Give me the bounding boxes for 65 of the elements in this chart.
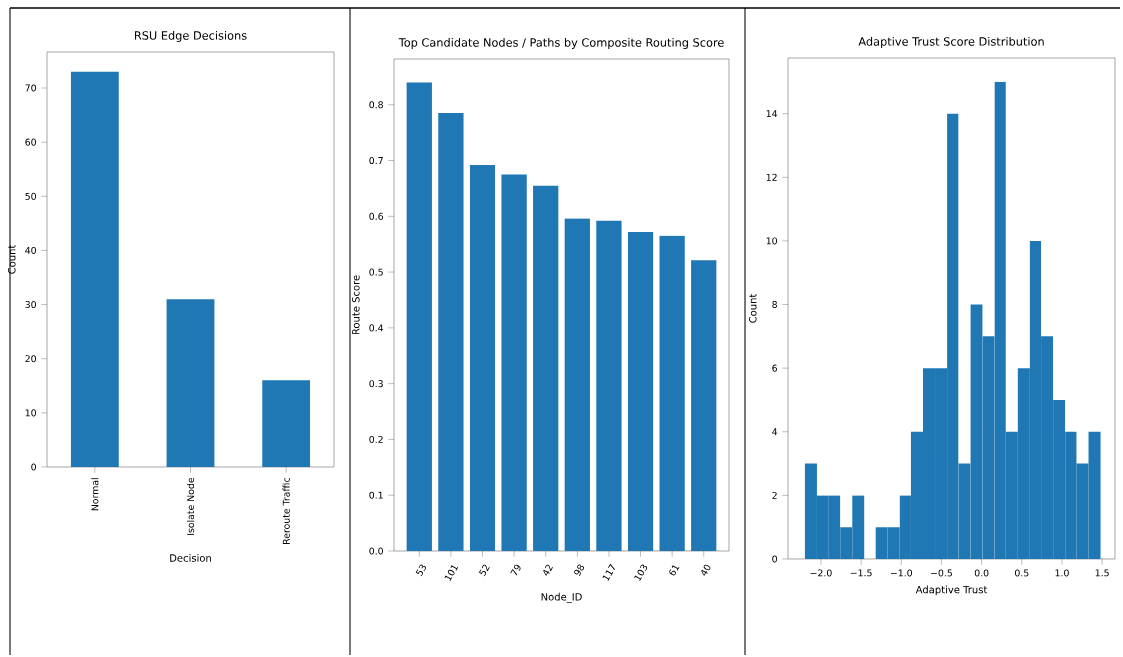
y-tick-label: 0.0 xyxy=(369,547,383,555)
x-axis-title: Adaptive Trust xyxy=(915,585,988,596)
x-tick-label: −1.0 xyxy=(890,569,912,577)
x-tick-label: 98 xyxy=(574,564,585,576)
x-tick-label: −0.5 xyxy=(931,569,952,577)
y-tick-label: 0.4 xyxy=(369,324,384,332)
y-tick-label: 60 xyxy=(25,138,36,146)
bar xyxy=(70,71,119,467)
bar xyxy=(469,164,496,551)
x-tick-label: −1.5 xyxy=(850,569,872,577)
bar xyxy=(691,260,717,551)
x-tick-label: 42 xyxy=(543,564,553,576)
bar xyxy=(533,185,559,551)
bar xyxy=(596,220,622,551)
y-tick-label: 0.5 xyxy=(369,268,383,276)
y-tick-label: 0.2 xyxy=(369,435,383,443)
y-tick-label: 12 xyxy=(766,173,777,181)
y-axis-title: Count xyxy=(8,244,16,274)
bar xyxy=(262,380,311,467)
y-tick-label: 20 xyxy=(25,355,36,363)
y-tick-label: 10 xyxy=(25,409,36,417)
y-tick-label: 4 xyxy=(772,428,778,436)
x-tick-label: 53 xyxy=(415,564,426,577)
bar xyxy=(564,218,590,551)
x-tick-label: Normal xyxy=(91,478,99,511)
x-tick-label: 40 xyxy=(701,564,711,576)
x-axis-title: Node_ID xyxy=(541,592,582,603)
x-tick-label: Isolate Node xyxy=(186,477,195,535)
y-tick-label: 2 xyxy=(772,491,777,499)
chart-title: Adaptive Trust Score Distribution xyxy=(858,36,1044,48)
bar xyxy=(501,174,527,551)
x-tick-label: 52 xyxy=(478,564,490,577)
y-tick-label: 30 xyxy=(25,301,36,309)
chart-title: Top Candidate Nodes / Paths by Composite Routing Score xyxy=(398,37,724,49)
y-axis-title: Count xyxy=(749,293,757,323)
x-tick-label: Reroute Traffic xyxy=(282,477,290,544)
x-tick-label: 79 xyxy=(510,564,521,576)
bar xyxy=(406,82,432,551)
y-tick-label: 0.8 xyxy=(369,101,383,109)
y-tick-label: 0.1 xyxy=(369,491,383,499)
y-tick-label: 6 xyxy=(772,364,778,372)
y-tick-label: 40 xyxy=(25,246,36,254)
bar xyxy=(166,299,215,467)
y-axis-title: Route Score xyxy=(352,275,360,335)
x-tick-label: 0.5 xyxy=(1014,569,1029,577)
y-tick-label: 10 xyxy=(766,237,777,245)
y-tick-label: 14 xyxy=(766,110,778,118)
y-tick-label: 0.6 xyxy=(369,212,384,220)
y-tick-label: 0 xyxy=(772,555,777,563)
x-tick-label: 0.0 xyxy=(974,569,989,577)
x-tick-label: 1.0 xyxy=(1055,569,1069,577)
y-tick-label: 8 xyxy=(772,301,777,309)
y-tick-label: 50 xyxy=(25,192,36,200)
y-tick-label: 0.3 xyxy=(369,380,383,388)
x-tick-label: 61 xyxy=(669,565,680,576)
y-tick-label: 0 xyxy=(31,463,36,471)
x-axis-title: Decision xyxy=(170,554,211,562)
bar xyxy=(627,231,654,551)
y-tick-label: 0.7 xyxy=(369,157,383,165)
y-tick-label: 70 xyxy=(25,84,36,92)
bar xyxy=(659,235,685,551)
x-tick-label: −2.0 xyxy=(810,569,832,577)
x-tick-label: 1.5 xyxy=(1095,569,1109,577)
bar xyxy=(438,113,464,551)
chart-title: RSU Edge Decisions xyxy=(134,30,247,42)
